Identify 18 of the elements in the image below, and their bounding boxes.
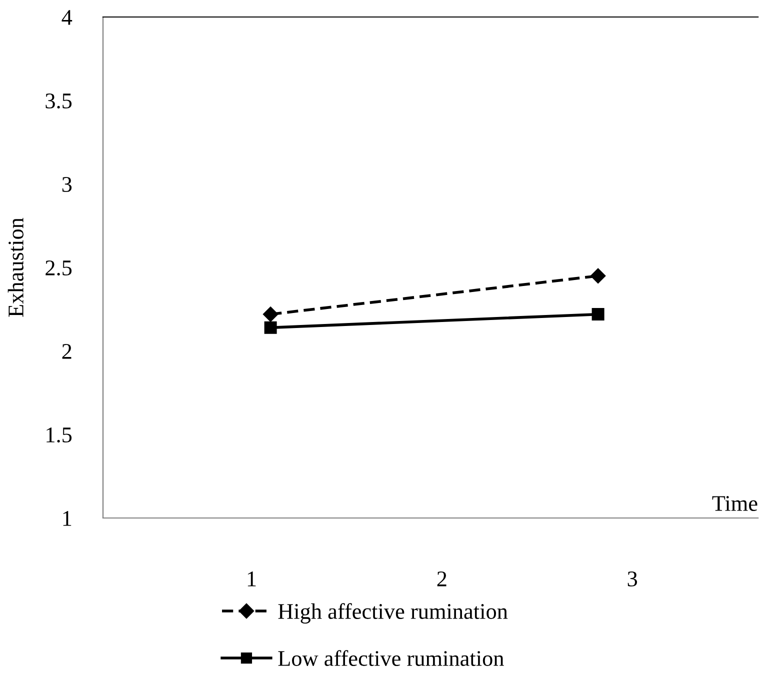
x-axis-title: Time (712, 496, 758, 511)
x-tick-label: 1 (248, 572, 256, 586)
y-tick-label: 1 (63, 511, 72, 526)
point (590, 268, 606, 284)
y-tick-label: 3.5 (46, 93, 72, 109)
y-tick-label: 4 (62, 10, 72, 25)
point (592, 308, 604, 321)
y-axis-title: Exhaustion (8, 218, 24, 317)
x-tick-label: 2 (437, 571, 446, 586)
point (262, 306, 278, 322)
legend-label: High affective rumination (278, 603, 508, 624)
x-tick-label: 3 (628, 571, 638, 586)
y-tick-label: 2.5 (46, 260, 72, 276)
y-tick-label: 3 (62, 176, 72, 192)
legend-label: Low affective rumination (278, 650, 504, 666)
point (264, 321, 277, 334)
y-tick-label: 1.5 (46, 428, 72, 443)
y-tick-label: 2 (62, 344, 72, 359)
